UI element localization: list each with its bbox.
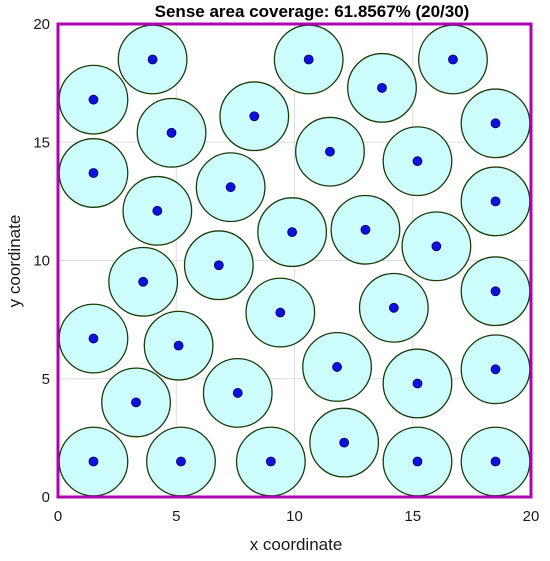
sensor-node-14 [287,227,298,238]
sensor-node-17 [213,260,224,271]
sensor-node-15 [360,224,371,235]
sensor-node-16 [431,241,442,252]
sensor-node-1 [303,54,314,65]
sensor-node-9 [412,156,423,167]
x-axis-label: x coordinate [250,535,343,554]
sensor-node-33 [412,456,423,467]
x-tick-label-2: 10 [286,508,303,525]
sensor-node-18 [138,276,149,287]
sensor-node-19 [490,286,501,297]
sensor-node-6 [490,118,501,129]
sensor-node-4 [88,94,99,105]
y-tick-label-1: 5 [42,371,50,388]
sensor-node-21 [275,307,286,318]
sensor-node-8 [325,146,335,157]
sensor-node-5 [249,111,260,122]
sensor-node-27 [232,388,243,398]
sensor-node-25 [490,364,501,375]
chart-title: Sense area coverage: 61.8567% (20/30) [155,2,470,21]
sensor-node-3 [377,82,387,93]
sensor-node-32 [265,456,276,467]
y-tick-labels: 0 5 10 15 20 [33,16,50,506]
sensor-node-23 [173,340,184,351]
x-tick-label-3: 15 [404,508,421,525]
plot-frame [56,22,533,499]
sensor-node-22 [88,333,99,344]
sensor-node-7 [166,127,177,138]
sensor-node-28 [131,397,141,408]
sensor-node-0 [147,54,158,65]
y-tick-label-0: 0 [42,489,50,506]
x-tick-label-1: 5 [172,508,180,525]
x-tick-label-0: 0 [54,508,62,525]
sensor-node-24 [332,362,342,372]
sensor-node-13 [152,205,163,216]
sensor-node-26 [412,378,423,389]
sensor-node-20 [388,302,399,313]
sensor-node-2 [448,54,458,65]
x-tick-labels: 0 5 10 15 20 [54,508,540,525]
y-axis-label: y coordinate [5,215,24,308]
sensor-node-12 [490,196,501,207]
sensor-node-31 [176,456,186,467]
y-tick-label-3: 15 [33,134,50,151]
sensor-node-10 [88,168,99,178]
sensor-node-11 [225,182,236,193]
sensor-node-30 [88,456,99,467]
sensor-nodes [88,54,501,467]
x-tick-label-4: 20 [523,508,540,525]
sensor-node-29 [339,437,350,448]
y-tick-label-4: 20 [33,16,50,33]
sensor-node-34 [490,456,501,467]
y-tick-label-2: 10 [33,253,50,270]
